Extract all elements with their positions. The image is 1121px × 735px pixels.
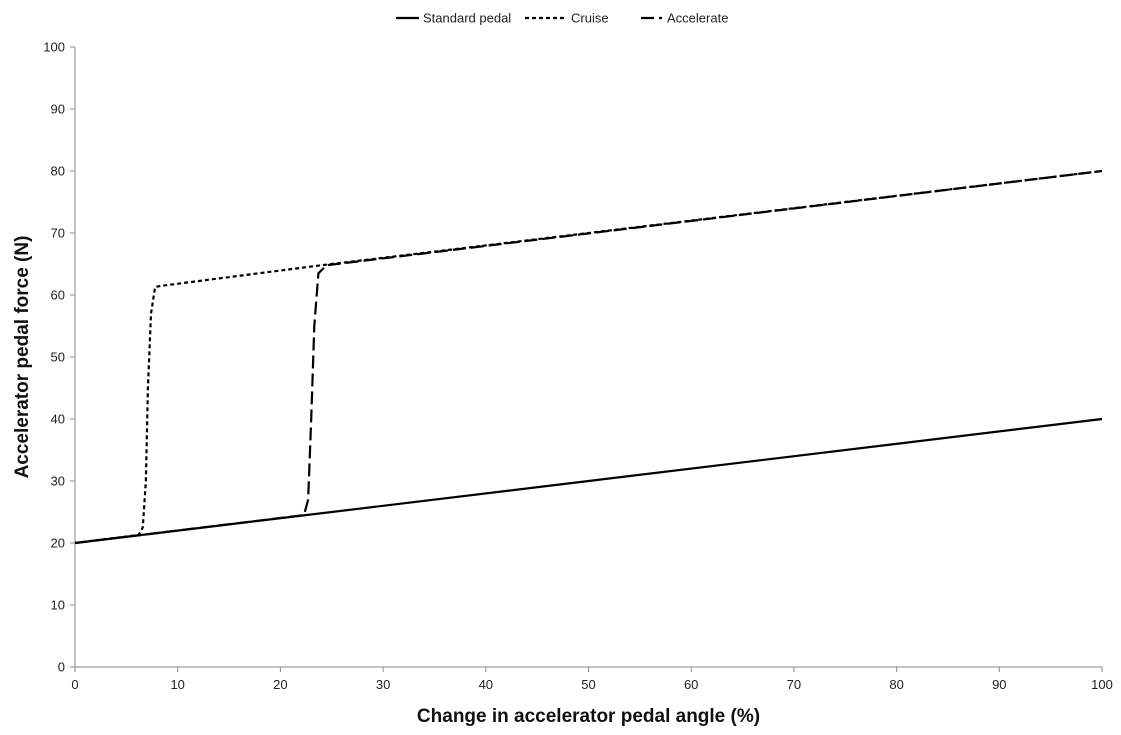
x-tick-label: 60 (684, 677, 698, 692)
y-tick-label: 40 (51, 412, 65, 427)
series-line-cruise (74, 169, 1103, 545)
y-axis-title: Accelerator pedal force (N) (12, 236, 33, 479)
y-tick-label: 20 (51, 536, 65, 551)
y-tick-label: 100 (43, 40, 65, 55)
series-line-accelerate (74, 169, 1103, 545)
y-tick-label: 0 (58, 660, 65, 675)
x-axis: 0 10 20 30 40 50 60 70 80 90 100 (71, 666, 1113, 692)
legend-label-cruise: Cruise (571, 11, 609, 26)
x-tick-label: 80 (889, 677, 903, 692)
y-tick-label: 90 (51, 102, 65, 117)
x-tick-label: 50 (581, 677, 595, 692)
x-axis-title: Change in accelerator pedal angle (%) (417, 706, 760, 727)
y-tick-label: 70 (51, 226, 65, 241)
x-tick-label: 0 (71, 677, 78, 692)
y-axis: 0 10 20 30 40 50 60 70 80 90 100 (43, 40, 76, 675)
x-tick-label: 100 (1091, 677, 1113, 692)
x-tick-label: 30 (376, 677, 390, 692)
y-tick-label: 50 (51, 350, 65, 365)
x-tick-label: 10 (170, 677, 184, 692)
y-tick-label: 60 (51, 288, 65, 303)
legend-label-standard-pedal: Standard pedal (423, 11, 511, 26)
legend: Standard pedal Cruise Accelerate (396, 11, 728, 26)
y-tick-label: 10 (51, 598, 65, 613)
x-tick-label: 20 (273, 677, 287, 692)
legend-label-accelerate: Accelerate (667, 11, 728, 26)
plot-area (74, 169, 1103, 545)
x-tick-label: 90 (992, 677, 1006, 692)
y-tick-label: 80 (51, 164, 65, 179)
x-tick-label: 70 (787, 677, 801, 692)
x-tick-label: 40 (479, 677, 493, 692)
y-tick-label: 30 (51, 474, 65, 489)
